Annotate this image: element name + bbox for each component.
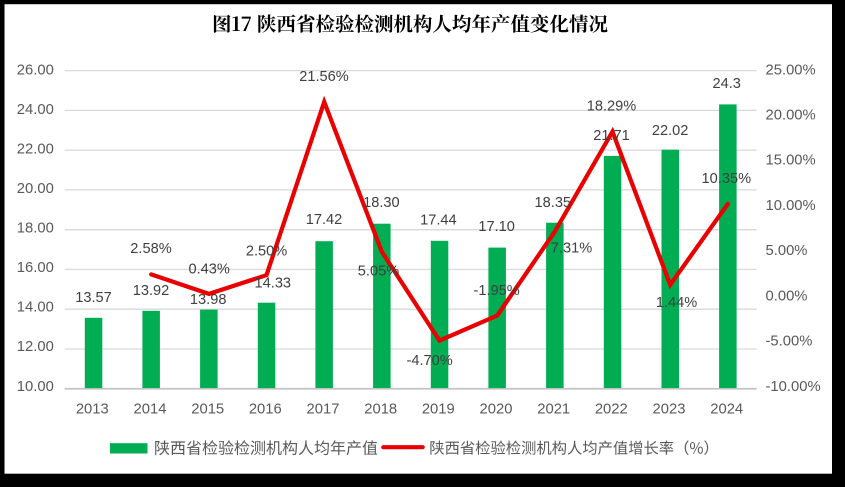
- svg-text:2013: 2013: [76, 402, 109, 418]
- svg-text:21.71: 21.71: [593, 128, 630, 144]
- svg-text:13.92: 13.92: [133, 283, 170, 299]
- svg-text:5.00%: 5.00%: [766, 243, 808, 259]
- svg-text:2021: 2021: [537, 402, 570, 418]
- svg-text:2.58%: 2.58%: [130, 241, 171, 257]
- svg-text:22.00: 22.00: [17, 141, 54, 157]
- svg-text:18.00: 18.00: [17, 221, 54, 237]
- svg-text:2020: 2020: [480, 402, 513, 418]
- svg-text:24.00: 24.00: [17, 102, 54, 118]
- svg-text:24.3: 24.3: [712, 76, 740, 92]
- svg-text:2017: 2017: [307, 402, 340, 418]
- svg-text:10.00: 10.00: [17, 379, 54, 395]
- svg-text:18.29%: 18.29%: [587, 98, 637, 114]
- svg-text:26.00: 26.00: [17, 62, 54, 78]
- svg-text:25.00%: 25.00%: [766, 62, 816, 78]
- svg-text:13.57: 13.57: [75, 290, 112, 306]
- svg-text:14.33: 14.33: [255, 275, 292, 291]
- svg-text:2019: 2019: [422, 402, 455, 418]
- svg-text:-4.70%: -4.70%: [406, 353, 452, 369]
- svg-text:13.98: 13.98: [190, 292, 227, 308]
- svg-text:21.56%: 21.56%: [299, 69, 349, 85]
- svg-text:5.05%: 5.05%: [358, 264, 399, 280]
- svg-text:2014: 2014: [134, 402, 167, 418]
- svg-text:-10.00%: -10.00%: [766, 379, 821, 395]
- svg-text:22.02: 22.02: [652, 123, 689, 139]
- svg-text:18.30: 18.30: [363, 195, 400, 211]
- svg-text:2.50%: 2.50%: [246, 244, 287, 260]
- svg-text:15.00%: 15.00%: [766, 153, 816, 169]
- svg-text:17.42: 17.42: [306, 212, 343, 228]
- svg-text:1.44%: 1.44%: [656, 295, 697, 311]
- svg-text:2018: 2018: [364, 402, 397, 418]
- svg-text:2023: 2023: [653, 402, 686, 418]
- svg-text:2016: 2016: [249, 402, 282, 418]
- svg-text:-5.00%: -5.00%: [766, 334, 813, 350]
- svg-text:0.00%: 0.00%: [766, 288, 808, 304]
- svg-text:20.00: 20.00: [17, 181, 54, 197]
- svg-text:17.44: 17.44: [420, 212, 457, 228]
- svg-text:2022: 2022: [595, 402, 628, 418]
- svg-text:0.43%: 0.43%: [189, 262, 230, 278]
- svg-text:17.10: 17.10: [478, 219, 515, 235]
- svg-text:2024: 2024: [710, 402, 743, 418]
- svg-text:7.31%: 7.31%: [551, 241, 592, 257]
- svg-text:-1.95%: -1.95%: [473, 283, 519, 299]
- svg-text:12.00: 12.00: [17, 339, 54, 355]
- svg-text:18.35: 18.35: [535, 195, 572, 211]
- svg-text:16.00: 16.00: [17, 260, 54, 276]
- svg-text:10.35%: 10.35%: [702, 171, 752, 187]
- svg-text:10.00%: 10.00%: [766, 198, 816, 214]
- svg-text:2015: 2015: [191, 402, 224, 418]
- svg-text:20.00%: 20.00%: [766, 108, 816, 124]
- svg-text:14.00: 14.00: [17, 300, 54, 316]
